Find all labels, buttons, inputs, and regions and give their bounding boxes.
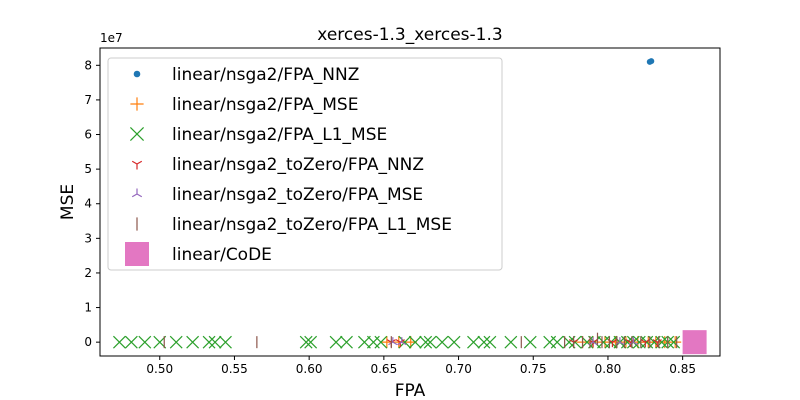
- series-4: [388, 337, 638, 346]
- legend-item: linear/CoDE: [125, 242, 272, 266]
- legend-label: linear/nsga2_toZero/FPA_MSE: [172, 185, 423, 205]
- legend: linear/nsga2/FPA_NNZ linear/nsga2/FPA_MSE…: [107, 57, 503, 271]
- y-tick-label: 4: [84, 197, 92, 211]
- legend-label: linear/nsga2/FPA_NNZ: [172, 65, 359, 85]
- data-point: [219, 335, 232, 349]
- data-point: [604, 335, 618, 349]
- legend-item: linear/nsga2_toZero/FPA_MSE: [131, 185, 423, 205]
- data-point: [304, 335, 318, 349]
- data-point: [467, 335, 480, 349]
- legend-marker: [131, 160, 143, 170]
- data-point: [648, 58, 655, 65]
- x-tick-label: 0.55: [221, 362, 248, 376]
- x-axis: 0.50 0.55 0.60 0.65 0.70 0.75 0.80 0.85: [146, 356, 696, 376]
- data-point: [435, 335, 449, 349]
- x-tick-label: 0.80: [595, 362, 622, 376]
- data-point: [419, 335, 433, 349]
- data-point: [374, 335, 388, 349]
- legend-label: linear/nsga2/FPA_L1_MSE: [172, 125, 387, 145]
- data-point: [112, 335, 126, 349]
- data-point: [640, 339, 650, 348]
- data-point: [483, 335, 497, 349]
- data-point: [667, 335, 681, 349]
- data-point: [477, 335, 491, 349]
- legend-marker: [125, 242, 149, 266]
- data-point: [568, 335, 582, 349]
- legend-item: linear/nsga2/FPA_L1_MSE: [129, 125, 387, 145]
- data-point: [138, 335, 152, 349]
- legend-marker: [131, 188, 143, 198]
- legend-label: linear/CoDE: [172, 245, 272, 265]
- y-tick-label: 7: [84, 93, 92, 107]
- chart-title: xerces-1.3_xerces-1.3: [317, 25, 502, 45]
- data-point: [588, 339, 598, 348]
- data-point: [550, 335, 564, 349]
- y-tick-label: 6: [84, 128, 92, 142]
- data-point: [652, 339, 662, 348]
- series-3: [386, 339, 662, 348]
- data-point: [169, 335, 183, 349]
- data-point: [186, 335, 200, 349]
- legend-box: [107, 57, 503, 271]
- legend-label: linear/nsga2_toZero/FPA_L1_MSE: [172, 215, 452, 235]
- legend-marker: [130, 97, 144, 111]
- y-tick-label: 2: [84, 266, 92, 280]
- y-axis: 0 1 2 3 4 5 6 7 8: [84, 58, 100, 349]
- y-tick-label: 8: [84, 58, 92, 72]
- y-tick-label: 3: [84, 231, 92, 245]
- data-point: [682, 330, 707, 355]
- legend-label: linear/nsga2_toZero/FPA_NNZ: [172, 155, 424, 175]
- data-point: [299, 335, 313, 349]
- x-tick-label: 0.85: [669, 362, 696, 376]
- data-point: [658, 336, 671, 349]
- data-point: [124, 335, 138, 349]
- y-axis-title: MSE: [58, 184, 78, 220]
- legend-marker: [133, 70, 141, 78]
- data-point: [202, 335, 216, 349]
- y-tick-label: 5: [84, 162, 92, 176]
- legend-label: linear/nsga2/FPA_MSE: [172, 95, 358, 115]
- legend-item: linear/nsga2_toZero/FPA_NNZ: [131, 155, 424, 175]
- data-point: [504, 335, 518, 349]
- data-point: [628, 337, 638, 346]
- x-tick-label: 0.70: [445, 362, 472, 376]
- data-point: [447, 335, 461, 349]
- y-offset-label: 1e7: [100, 31, 123, 45]
- legend-item: linear/nsga2_toZero/FPA_L1_MSE: [136, 215, 452, 235]
- data-point: [423, 335, 437, 349]
- data-point: [340, 335, 353, 349]
- data-point: [208, 335, 222, 349]
- data-point: [408, 335, 422, 349]
- data-point: [625, 339, 636, 348]
- data-point: [358, 335, 371, 349]
- data-point: [669, 336, 682, 349]
- data-point: [607, 339, 618, 348]
- data-point: [388, 337, 398, 346]
- data-marks: [112, 58, 707, 355]
- x-axis-title: FPA: [395, 381, 426, 400]
- y-tick-label: 0: [84, 335, 92, 349]
- series-6: [682, 330, 707, 355]
- data-point: [523, 335, 537, 349]
- legend-item: linear/nsga2/FPA_MSE: [130, 95, 358, 115]
- data-point: [615, 337, 625, 346]
- series-5: [163, 332, 678, 349]
- x-tick-label: 0.75: [520, 362, 547, 376]
- x-tick-label: 0.65: [370, 362, 397, 376]
- data-point: [588, 337, 598, 346]
- x-tick-label: 0.50: [146, 362, 173, 376]
- x-tick-label: 0.60: [296, 362, 323, 376]
- y-tick-label: 1: [84, 301, 92, 315]
- data-point: [397, 337, 407, 346]
- legend-item: linear/nsga2/FPA_NNZ: [133, 65, 359, 85]
- legend-marker: [129, 126, 145, 142]
- series-0: [646, 58, 655, 65]
- data-point: [329, 335, 343, 349]
